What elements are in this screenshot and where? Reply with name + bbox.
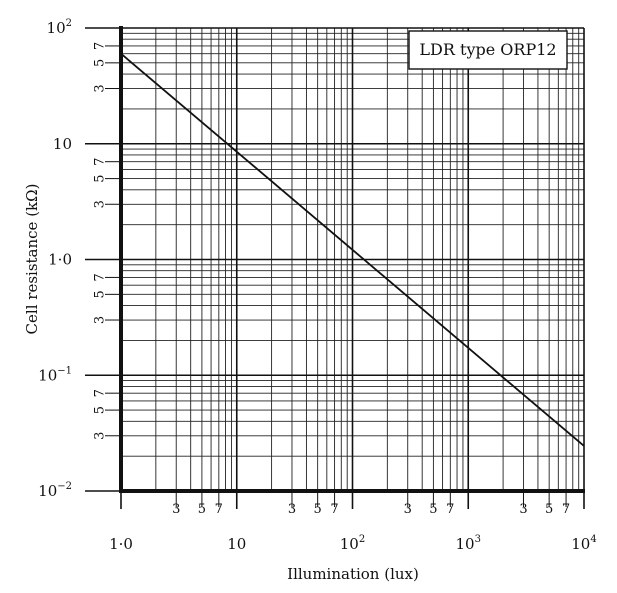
x-minor-label: 7 <box>562 502 570 517</box>
y-minor-label: 7 <box>93 158 108 166</box>
axes-layer <box>105 26 585 507</box>
y-minor-label: 7 <box>93 389 108 397</box>
x-tick-label: 103 <box>456 534 481 553</box>
x-minor-label: 7 <box>215 502 223 517</box>
x-minor-label: 5 <box>429 502 437 517</box>
y-axis-title: Cell resistance (kΩ) <box>23 184 41 335</box>
x-tick-label: 1·0 <box>109 535 133 553</box>
y-tick-label: 1·0 <box>48 251 72 269</box>
x-minor-label: 5 <box>314 502 322 517</box>
x-minor-label: 7 <box>446 502 454 517</box>
y-tick-label: 10−1 <box>38 365 72 384</box>
x-minor-label: 3 <box>288 502 296 517</box>
x-minor-label: 5 <box>545 502 553 517</box>
y-minor-label: 5 <box>93 59 108 67</box>
y-minor-label: 5 <box>93 406 108 414</box>
x-tick-label: 104 <box>571 534 596 553</box>
y-minor-label: 3 <box>93 316 108 324</box>
x-tick-label: 10 <box>227 535 246 553</box>
x-axis-title: Illumination (lux) <box>287 565 419 583</box>
series-line <box>120 52 585 447</box>
y-minor-label: 3 <box>93 84 108 92</box>
x-minor-label: 3 <box>172 502 180 517</box>
x-tick-label: 102 <box>340 534 365 553</box>
y-minor-label: 5 <box>93 290 108 298</box>
chart-title: LDR type ORP12 <box>419 40 556 59</box>
y-minor-label: 3 <box>93 432 108 440</box>
y-tick-label: 10 <box>53 135 72 153</box>
x-minor-label: 3 <box>519 502 527 517</box>
series-layer <box>120 52 585 447</box>
y-minor-label: 7 <box>93 42 108 50</box>
legend-box: LDR type ORP12 <box>408 30 568 70</box>
x-minor-label: 5 <box>198 502 206 517</box>
y-tick-label: 102 <box>47 18 72 37</box>
y-minor-label: 3 <box>93 200 108 208</box>
x-minor-label: 7 <box>330 502 338 517</box>
x-minor-label: 3 <box>404 502 412 517</box>
y-tick-label: 10−2 <box>38 481 72 500</box>
y-minor-label: 5 <box>93 174 108 182</box>
y-minor-label: 7 <box>93 273 108 281</box>
